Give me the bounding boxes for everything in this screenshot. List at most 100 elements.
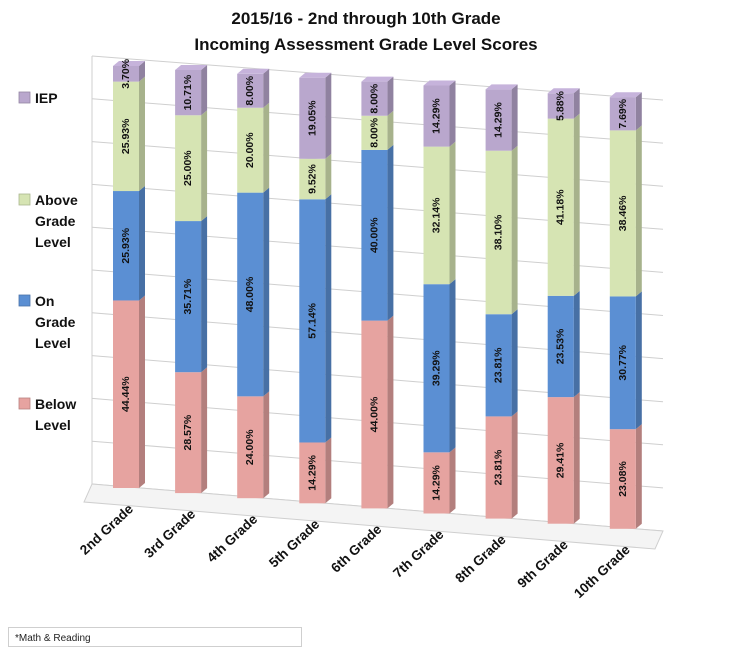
bar-side	[635, 291, 642, 430]
bar-segment: 30.77%	[609, 291, 642, 430]
legend-item: Above Grade Level	[18, 192, 78, 250]
data-label: 14.29%	[431, 98, 443, 134]
bar-front	[299, 199, 326, 443]
bar-segment: 14.29%	[485, 84, 518, 151]
bar-segment: 29.41%	[547, 392, 580, 524]
data-label: 57.14%	[306, 302, 318, 338]
data-label: 14.29%	[493, 102, 505, 138]
data-label: 44.44%	[120, 376, 132, 412]
data-label: 41.18%	[555, 189, 567, 225]
bar-front	[113, 66, 139, 82]
bar-segment: 41.18%	[547, 113, 580, 296]
data-label: 10.71%	[182, 74, 194, 110]
data-label: 8.00%	[244, 75, 256, 105]
data-label: 48.00%	[244, 276, 256, 312]
legend-label: IEP	[35, 90, 58, 106]
data-label: 23.81%	[493, 449, 505, 485]
bar-front	[609, 296, 636, 430]
legend-item: On Grade Level	[18, 293, 76, 351]
bar-top	[609, 92, 642, 98]
bar-segment: 7.69%	[609, 92, 642, 131]
bar-segment: 19.05%	[299, 72, 332, 159]
bar-segment: 25.00%	[175, 110, 208, 222]
data-label: 5.88%	[555, 90, 567, 120]
bar-side	[573, 392, 580, 524]
bar-side	[325, 194, 332, 443]
data-label: 14.29%	[306, 454, 318, 490]
bar-segment: 14.29%	[299, 437, 332, 504]
data-label: 8.00%	[368, 117, 380, 147]
bar-segment: 44.00%	[361, 315, 394, 509]
bar-front	[361, 149, 388, 321]
bar-front	[299, 158, 326, 200]
legend-swatch	[18, 193, 31, 206]
bar-front	[113, 81, 139, 192]
chart-subtitle: Incoming Assessment Grade Level Scores	[194, 35, 537, 54]
chart-floor	[83, 483, 664, 550]
bar-side	[449, 447, 456, 514]
legend-label: Grade	[35, 314, 76, 330]
legend-label: Level	[35, 335, 71, 351]
bar-segment: 38.10%	[485, 145, 518, 315]
bar-side	[263, 391, 270, 499]
bar-segment: 44.44%	[113, 295, 145, 488]
data-label: 35.71%	[182, 278, 194, 314]
bar-side	[201, 367, 208, 494]
bar-segment: 23.81%	[485, 309, 518, 417]
bar-front	[485, 150, 512, 315]
bar-front	[609, 429, 636, 529]
bar-side	[511, 84, 518, 151]
legend-item: Below Level	[18, 396, 76, 433]
category-label: 8th Grade	[452, 531, 509, 585]
bar-side	[511, 411, 518, 519]
category-label: 7th Grade	[390, 526, 447, 580]
bar-front	[361, 320, 388, 509]
data-label: 39.29%	[431, 350, 443, 386]
bar-front	[485, 314, 512, 417]
legend-label: Level	[35, 234, 71, 250]
data-label: 19.05%	[306, 100, 318, 136]
bar-side	[139, 76, 145, 192]
bar-front	[547, 397, 574, 524]
bar-side	[139, 61, 145, 82]
bars: 44.44% 25.93% 25.93% 3.70% 28.57% 35.71% 25.00…	[113, 58, 642, 529]
bar-front	[423, 452, 450, 514]
category-label: 9th Grade	[514, 537, 571, 591]
category-label: 10th Grade	[571, 542, 633, 601]
bar-front	[175, 221, 202, 373]
bar-side	[201, 64, 208, 116]
legend-label: Below	[35, 396, 76, 412]
bar-segment: 38.46%	[609, 125, 642, 297]
data-label: 38.46%	[617, 195, 629, 231]
legend-item: IEP	[18, 90, 58, 106]
bar-front	[547, 93, 574, 119]
legend-label: Grade	[35, 213, 76, 229]
bar-segment: 14.29%	[423, 80, 456, 147]
data-label: 44.00%	[368, 396, 380, 432]
bar-front	[361, 115, 388, 150]
bar-side	[325, 72, 332, 159]
bar-front	[237, 73, 264, 108]
bar-front	[237, 396, 264, 499]
bar-segment: 57.14%	[299, 194, 332, 443]
bar-top	[485, 84, 518, 90]
bar-side	[387, 76, 394, 116]
bar-top	[547, 88, 580, 94]
legend-label: Above	[35, 192, 78, 208]
data-label: 20.00%	[244, 132, 256, 168]
bar-front	[547, 118, 574, 296]
bar-top	[299, 72, 332, 78]
footnote-box: *Math & Reading	[8, 627, 302, 647]
bar-segment: 3.70%	[113, 58, 145, 89]
bar-front	[299, 77, 326, 159]
category-label: 2nd Grade	[77, 501, 136, 558]
data-label: 40.00%	[368, 217, 380, 253]
bar-side	[139, 295, 145, 488]
bar-side	[449, 279, 456, 453]
bar-side	[325, 153, 332, 200]
bar-top	[175, 64, 208, 70]
data-label: 25.93%	[120, 118, 132, 154]
data-label: 9.52%	[306, 163, 318, 193]
data-label: 23.53%	[555, 328, 567, 364]
legend: IEP Above Grade Level On Grade Level Below Level	[18, 90, 78, 433]
